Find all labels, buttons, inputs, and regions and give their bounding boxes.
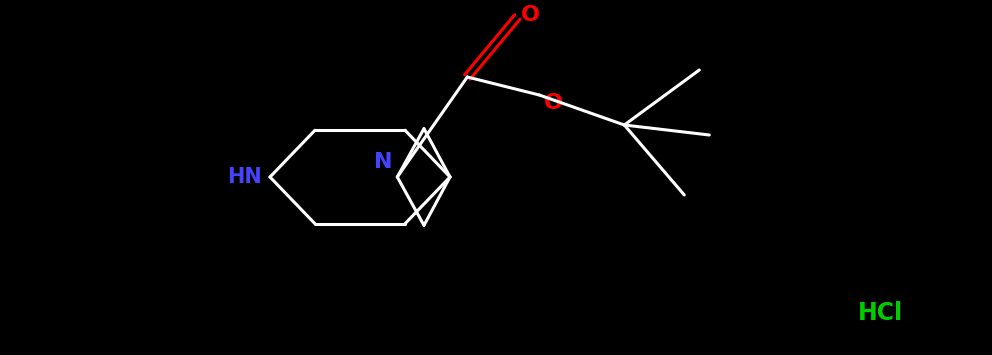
Text: O: O (522, 5, 541, 25)
Text: HCl: HCl (857, 301, 903, 325)
Text: HN: HN (227, 167, 262, 187)
Text: N: N (374, 152, 392, 172)
Text: O: O (545, 93, 563, 113)
